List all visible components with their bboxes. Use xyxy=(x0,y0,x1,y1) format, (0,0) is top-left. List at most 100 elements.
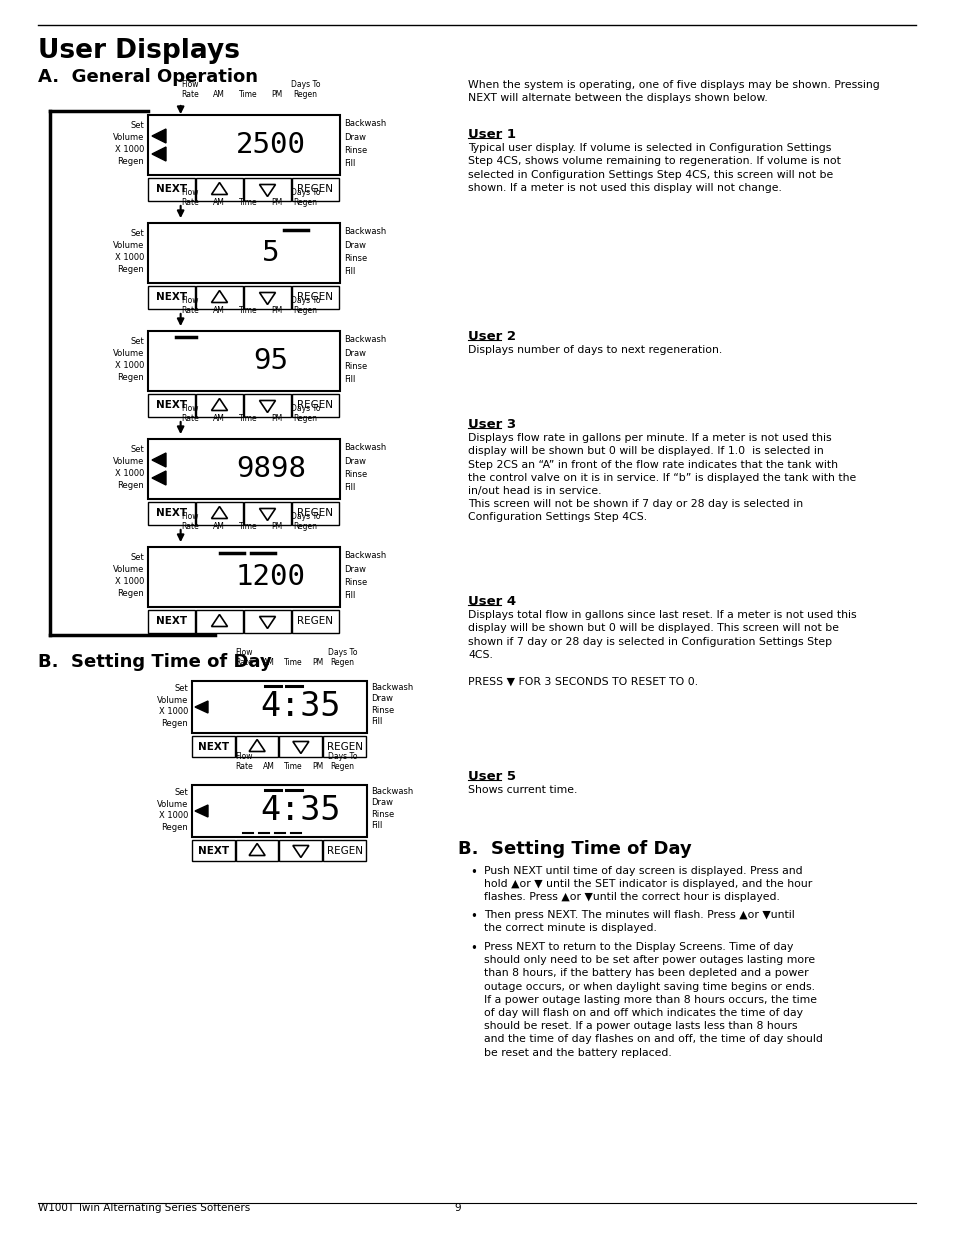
Bar xyxy=(323,736,366,757)
Text: AM: AM xyxy=(213,90,225,99)
Text: Rinse: Rinse xyxy=(344,146,367,154)
Text: Regen: Regen xyxy=(161,719,188,727)
Bar xyxy=(244,501,291,525)
Text: Regen: Regen xyxy=(117,589,144,598)
Text: Backwash: Backwash xyxy=(344,552,386,561)
Text: X 1000: X 1000 xyxy=(158,811,188,820)
Text: Flow
Rate: Flow Rate xyxy=(181,513,199,531)
Text: Shows current time.: Shows current time. xyxy=(468,785,577,795)
Bar xyxy=(148,394,194,417)
Text: Displays flow rate in gallons per minute. If a meter is not used this
display wi: Displays flow rate in gallons per minute… xyxy=(468,433,856,522)
Text: AM: AM xyxy=(263,762,274,771)
Text: Time: Time xyxy=(238,522,257,531)
Text: Rinse: Rinse xyxy=(371,810,394,819)
Text: 9: 9 xyxy=(455,1203,461,1213)
Text: Regen: Regen xyxy=(117,266,144,274)
Text: User 4: User 4 xyxy=(468,595,516,608)
Polygon shape xyxy=(194,701,208,713)
Bar xyxy=(244,178,291,201)
Text: Time: Time xyxy=(238,198,257,207)
Text: Days To
Regen: Days To Regen xyxy=(291,296,320,315)
Text: Backwash: Backwash xyxy=(344,227,386,236)
Text: Set: Set xyxy=(131,230,144,238)
Text: REGEN: REGEN xyxy=(297,293,334,303)
Bar xyxy=(292,394,338,417)
Text: Fill: Fill xyxy=(344,267,355,277)
Text: REGEN: REGEN xyxy=(297,184,334,194)
Bar xyxy=(244,610,291,634)
Text: Set: Set xyxy=(131,337,144,346)
Text: PM: PM xyxy=(271,306,282,315)
Text: User 1: User 1 xyxy=(468,128,516,141)
Bar xyxy=(195,178,243,201)
Text: Backwash: Backwash xyxy=(344,336,386,345)
Text: Flow
Rate: Flow Rate xyxy=(235,648,253,667)
Text: 1200: 1200 xyxy=(235,563,306,592)
Text: Fill: Fill xyxy=(371,821,382,830)
Text: Backwash: Backwash xyxy=(371,787,413,795)
Text: 4:35: 4:35 xyxy=(260,690,340,724)
Text: Push NEXT until time of day screen is displayed. Press and
hold ▲or ▼ until the : Push NEXT until time of day screen is di… xyxy=(483,866,811,903)
Text: Volume: Volume xyxy=(112,350,144,358)
Text: NEXT: NEXT xyxy=(155,293,187,303)
Text: PM: PM xyxy=(312,658,323,667)
Text: B.  Setting Time of Day: B. Setting Time of Day xyxy=(38,653,272,671)
Text: Displays total flow in gallons since last reset. If a meter is not used this
dis: Displays total flow in gallons since las… xyxy=(468,610,856,687)
Text: PM: PM xyxy=(271,522,282,531)
Text: PM: PM xyxy=(271,414,282,424)
Text: PM: PM xyxy=(271,90,282,99)
Text: Set: Set xyxy=(131,121,144,131)
Text: Set: Set xyxy=(174,684,188,693)
Text: Volume: Volume xyxy=(112,566,144,574)
Text: Draw: Draw xyxy=(371,694,393,703)
Text: Draw: Draw xyxy=(344,564,366,574)
Text: Regen: Regen xyxy=(117,373,144,383)
Bar xyxy=(148,438,339,499)
Text: 2500: 2500 xyxy=(235,131,306,159)
Bar xyxy=(148,224,339,283)
Bar xyxy=(192,680,367,734)
Text: AM: AM xyxy=(213,522,225,531)
Text: Fill: Fill xyxy=(344,483,355,492)
Bar xyxy=(323,840,366,861)
Text: Flow
Rate: Flow Rate xyxy=(181,80,199,99)
Text: NEXT: NEXT xyxy=(155,616,187,626)
Text: Days To
Regen: Days To Regen xyxy=(328,648,356,667)
Text: Regen: Regen xyxy=(161,823,188,831)
Text: X 1000: X 1000 xyxy=(114,253,144,262)
Text: 4:35: 4:35 xyxy=(260,794,340,827)
Polygon shape xyxy=(152,471,166,485)
Text: Then press NEXT. The minutes will flash. Press ▲or ▼until
the correct minute is : Then press NEXT. The minutes will flash.… xyxy=(483,910,794,932)
Text: A.  General Operation: A. General Operation xyxy=(38,68,257,86)
Text: X 1000: X 1000 xyxy=(114,362,144,370)
Text: Rinse: Rinse xyxy=(344,469,367,479)
Text: Days To
Regen: Days To Regen xyxy=(291,80,320,99)
Text: REGEN: REGEN xyxy=(326,846,362,856)
Bar xyxy=(195,394,243,417)
Text: User 2: User 2 xyxy=(468,330,516,343)
Bar xyxy=(244,287,291,309)
Text: Days To
Regen: Days To Regen xyxy=(291,513,320,531)
Bar xyxy=(279,736,322,757)
Text: Volume: Volume xyxy=(112,457,144,467)
Text: NEXT: NEXT xyxy=(155,184,187,194)
Text: Volume: Volume xyxy=(112,133,144,142)
Bar xyxy=(235,840,278,861)
Text: NEXT: NEXT xyxy=(197,846,229,856)
Text: AM: AM xyxy=(213,306,225,315)
Text: REGEN: REGEN xyxy=(297,509,334,519)
Bar xyxy=(279,840,322,861)
Bar xyxy=(235,736,278,757)
Text: NEXT: NEXT xyxy=(155,400,187,410)
Text: X 1000: X 1000 xyxy=(114,469,144,478)
Bar xyxy=(148,115,339,175)
Text: Regen: Regen xyxy=(117,482,144,490)
Text: Time: Time xyxy=(238,90,257,99)
Text: Days To
Regen: Days To Regen xyxy=(291,188,320,207)
Text: •: • xyxy=(470,910,476,923)
Text: Draw: Draw xyxy=(344,457,366,466)
Bar xyxy=(148,331,339,391)
Text: AM: AM xyxy=(213,414,225,424)
Text: Draw: Draw xyxy=(344,348,366,358)
Text: NEXT: NEXT xyxy=(197,741,229,752)
